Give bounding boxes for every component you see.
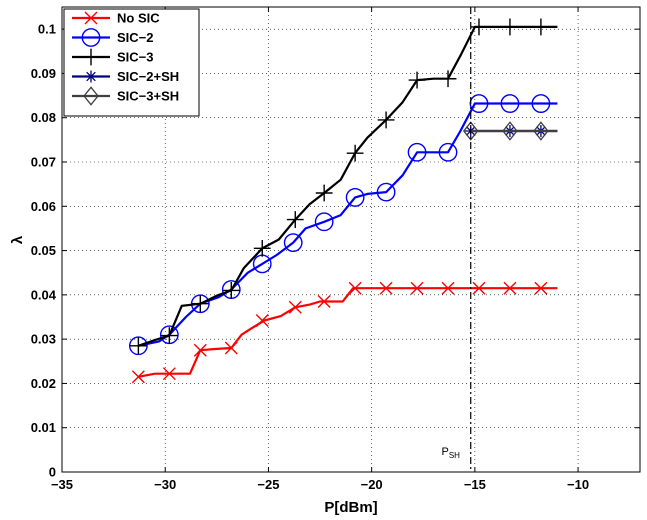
y-tick-label: 0.05: [31, 243, 56, 258]
x-tick-label: −35: [51, 477, 73, 492]
x-marker: [84, 11, 98, 25]
x-marker: [317, 295, 331, 308]
plus-marker: [191, 295, 209, 313]
psh-label-main: P: [441, 446, 448, 458]
y-tick-label: 0.09: [31, 66, 56, 81]
x-marker: [441, 281, 455, 295]
circle-marker: [283, 233, 303, 253]
legend-label: SIC−2: [117, 30, 154, 45]
series-2: [129, 18, 558, 355]
circle-marker: [531, 94, 551, 113]
x-marker: [410, 281, 424, 295]
psh-label-sub: SH: [449, 451, 460, 460]
x-marker: [162, 367, 176, 381]
y-tick-label: 0.08: [31, 110, 56, 125]
plus-marker: [222, 282, 240, 299]
circle-marker: [128, 336, 148, 356]
plus-marker: [408, 71, 426, 89]
x-marker: [193, 343, 207, 357]
series-4: [462, 121, 558, 141]
x-tick-label: −25: [257, 477, 279, 492]
x-marker: [379, 281, 393, 295]
x-marker: [472, 281, 486, 295]
psh-annotation: PSH: [441, 7, 472, 472]
plus-marker: [160, 327, 178, 344]
x-tick-label: −20: [361, 477, 383, 492]
x-marker: [131, 370, 145, 384]
circle-marker: [376, 182, 396, 202]
psh-label: PSH: [441, 446, 460, 460]
x-tick-label: −10: [567, 477, 589, 492]
axes: −35 −30 −25 −20 −15 −10 0 0.01 0.02 0.03 0.04 0.05 0…: [31, 7, 640, 492]
x-marker: [288, 300, 302, 314]
star-marker: [85, 70, 97, 83]
y-tick-label: 0.01: [31, 420, 56, 435]
x-tick-label: −15: [464, 477, 486, 492]
y-tick-label: 0.03: [31, 332, 56, 347]
circle-marker: [345, 188, 365, 207]
plus-marker: [129, 337, 147, 355]
plus-marker: [286, 211, 304, 228]
legend-label: SIC−3+SH: [117, 89, 179, 104]
x-marker: [224, 341, 238, 355]
legend-label: SIC−2+SH: [117, 69, 179, 84]
x-marker: [534, 281, 548, 295]
x-tick-label: −30: [154, 477, 176, 492]
series-line: [138, 25, 558, 347]
circle-marker: [81, 28, 101, 47]
plus-marker: [315, 184, 333, 202]
diamond-marker: [462, 121, 479, 141]
plus-marker: [82, 48, 100, 66]
y-tick-label: 0.02: [31, 376, 56, 391]
y-tick-label: 0.06: [31, 199, 56, 214]
legend-label: SIC−3: [117, 50, 154, 65]
plus-marker: [253, 239, 271, 257]
x-marker: [255, 314, 269, 328]
x-axis-title: P[dBm]: [324, 499, 377, 516]
y-tick-label: 0: [49, 465, 56, 480]
circle-marker: [407, 142, 427, 162]
y-tick-label: 0.07: [31, 155, 56, 170]
x-marker: [348, 281, 362, 295]
plot-frame: [61, 6, 641, 473]
series-line: [138, 287, 558, 378]
diamond-marker: [502, 121, 518, 141]
plus-marker: [346, 144, 364, 162]
plus-marker: [501, 18, 519, 36]
circle-marker: [314, 212, 334, 232]
y-tick-label: 0.1: [38, 22, 56, 37]
plus-marker: [377, 111, 395, 129]
diamond-marker: [533, 121, 549, 141]
plus-marker: [470, 18, 488, 36]
legend-label: No SIC: [117, 11, 160, 26]
plus-marker: [439, 70, 457, 88]
circle-marker: [438, 142, 458, 162]
y-tick-label: 0.04: [31, 287, 57, 302]
diamond-marker: [83, 86, 99, 106]
x-marker: [503, 281, 517, 295]
legend: No SIC SIC−2 SIC−3 SIC−2+SH SIC−3+SH: [63, 8, 200, 117]
plus-marker: [532, 18, 550, 36]
series-0: [131, 281, 558, 384]
circle-marker: [500, 94, 520, 113]
series-layer: [128, 18, 558, 384]
y-axis-title: λ: [9, 235, 26, 244]
